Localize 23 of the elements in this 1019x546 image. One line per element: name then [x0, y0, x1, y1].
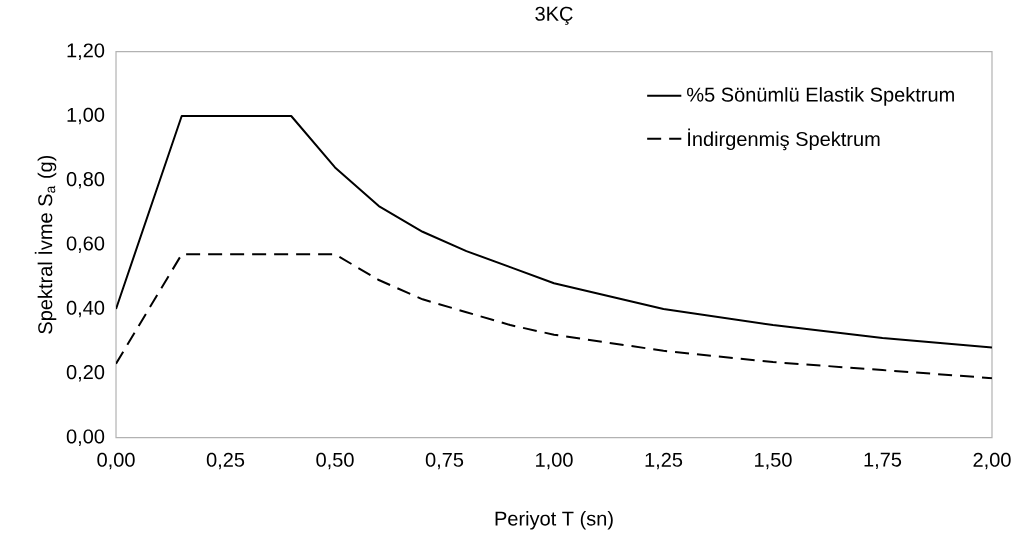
- chart-title: 3KÇ: [535, 6, 573, 26]
- y-tick-label: 0,40: [66, 300, 105, 318]
- x-axis-title: Periyot T (sn): [495, 511, 613, 530]
- legend-label: İndirgenmiş Spektrum: [688, 128, 880, 151]
- y-axis-title: Spektral İvme S$_{a}$ (g): [34, 156, 57, 334]
- line-series: [116, 253, 992, 380]
- line-series: [116, 115, 992, 349]
- x-tick-label: 1,50: [755, 452, 792, 470]
- x-tick-label: 1,00: [536, 452, 573, 470]
- x-tick-label: 0,00: [97, 452, 135, 470]
- y-tick-label: 0,00: [66, 429, 105, 447]
- y-tick-label: 0,80: [66, 172, 105, 189]
- x-tick-label: 0,25: [206, 452, 245, 470]
- y-tick-label: 1,20: [67, 43, 105, 61]
- x-tick-label: 1,75: [864, 452, 902, 470]
- x-tick-label: 0,50: [316, 452, 354, 470]
- legend-label: %5 Sönümlü Elastik Spektrum: [687, 87, 954, 106]
- y-tick-label: 0,20: [66, 365, 105, 382]
- y-tick-label: 0,60: [66, 236, 105, 254]
- y-tick-label: 1,00: [67, 107, 105, 125]
- x-tick-label: 0,75: [425, 452, 464, 470]
- x-tick-label: 1,25: [645, 452, 683, 470]
- x-tick-label: 2,00: [973, 452, 1011, 470]
